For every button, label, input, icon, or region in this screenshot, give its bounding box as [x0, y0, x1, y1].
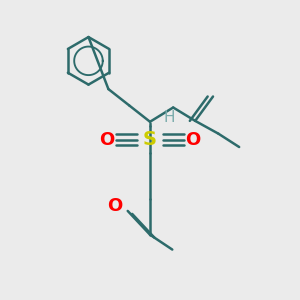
Text: O: O	[185, 130, 201, 148]
Text: H: H	[164, 110, 175, 125]
Text: S: S	[143, 130, 157, 149]
Text: O: O	[107, 196, 122, 214]
Text: O: O	[99, 130, 115, 148]
